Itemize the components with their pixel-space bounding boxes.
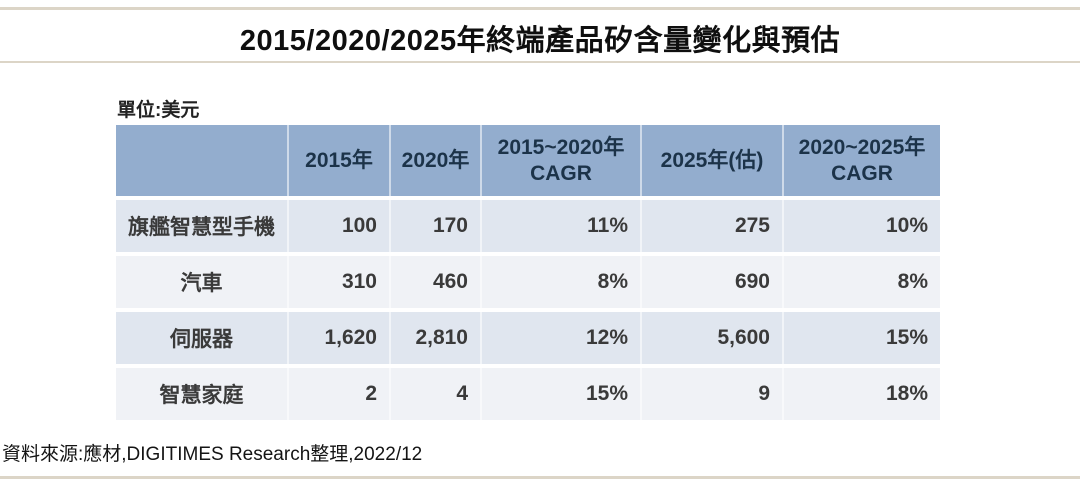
source-note: 資料來源:應材,DIGITIMES Research整理,2022/12 xyxy=(2,444,423,465)
cell-2020-value: 4 xyxy=(389,368,480,420)
cell-cagr-2015-2020: 12% xyxy=(480,312,640,364)
header-cell-2015: 2015年 xyxy=(287,125,389,196)
cell-cagr-2015-2020: 15% xyxy=(480,368,640,420)
header-cell-category xyxy=(116,125,287,196)
cell-2020-value: 2,810 xyxy=(389,312,480,364)
title-divider xyxy=(0,61,1080,63)
cell-2020-value: 460 xyxy=(389,256,480,308)
figure-title: 2015/2020/2025年終端產品矽含量變化與預估 xyxy=(239,25,841,57)
silicon-content-table: 2015年 2020年 2015~2020年 CAGR 2025年(估) 202… xyxy=(116,125,940,420)
row-label: 智慧家庭 xyxy=(116,368,287,420)
cell-cagr-2020-2025: 8% xyxy=(782,256,940,308)
table-row-smart-home: 智慧家庭 2 4 15% 9 18% xyxy=(116,364,940,420)
cell-cagr-2020-2025: 18% xyxy=(782,368,940,420)
top-divider xyxy=(0,7,1080,10)
row-label: 旗艦智慧型手機 xyxy=(116,200,287,252)
cell-2025-est-value: 9 xyxy=(640,368,782,420)
header-cell-2020: 2020年 xyxy=(389,125,480,196)
header-cell-2025-est: 2025年(估) xyxy=(640,125,782,196)
cell-2015-value: 1,620 xyxy=(287,312,389,364)
cell-2025-est-value: 5,600 xyxy=(640,312,782,364)
cell-2025-est-value: 275 xyxy=(640,200,782,252)
bottom-divider xyxy=(0,476,1080,479)
cell-2015-value: 2 xyxy=(287,368,389,420)
table-row-server: 伺服器 1,620 2,810 12% 5,600 15% xyxy=(116,308,940,364)
cell-2020-value: 170 xyxy=(389,200,480,252)
cell-2015-value: 310 xyxy=(287,256,389,308)
cell-cagr-2020-2025: 15% xyxy=(782,312,940,364)
cell-cagr-2020-2025: 10% xyxy=(782,200,940,252)
cell-2025-est-value: 690 xyxy=(640,256,782,308)
header-cell-cagr-2020-2025: 2020~2025年 CAGR xyxy=(782,125,940,196)
table-row-flagship-smartphone: 旗艦智慧型手機 100 170 11% 275 10% xyxy=(116,196,940,252)
cell-cagr-2015-2020: 11% xyxy=(480,200,640,252)
table-header-row: 2015年 2020年 2015~2020年 CAGR 2025年(估) 202… xyxy=(116,125,940,196)
unit-label: 單位:美元 xyxy=(117,100,200,121)
header-cell-cagr-2015-2020: 2015~2020年 CAGR xyxy=(480,125,640,196)
row-label: 伺服器 xyxy=(116,312,287,364)
cell-2015-value: 100 xyxy=(287,200,389,252)
cell-cagr-2015-2020: 8% xyxy=(480,256,640,308)
row-label: 汽車 xyxy=(116,256,287,308)
table-row-automotive: 汽車 310 460 8% 690 8% xyxy=(116,252,940,308)
